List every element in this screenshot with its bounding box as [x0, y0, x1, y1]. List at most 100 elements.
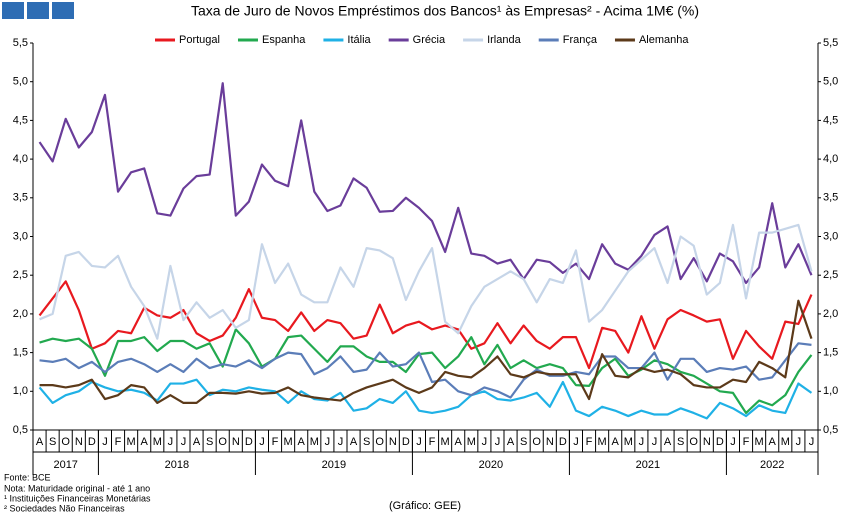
note: Fonte: BCE: [4, 472, 51, 482]
y2-tick-label: 2,0: [823, 308, 838, 320]
legend-label: França: [563, 34, 598, 46]
y-tick-label: 5,0: [13, 76, 28, 88]
x-tick-label: M: [127, 436, 136, 448]
x-tick-label: M: [153, 436, 162, 448]
x-tick-label: A: [769, 436, 777, 448]
series-line: [38, 280, 813, 370]
logo-square: [52, 2, 74, 19]
x-tick-label: A: [298, 436, 306, 448]
x-tick-label: J: [809, 436, 815, 448]
y2-tick-label: 3,5: [823, 192, 838, 204]
legend-label: Itália: [347, 34, 371, 46]
x-tick-label: J: [338, 436, 344, 448]
x-tick-label: M: [781, 436, 790, 448]
x-tick-label: D: [716, 436, 724, 448]
x-tick-label: O: [218, 436, 227, 448]
note: ¹ Instituições Financeiras Monetárias: [4, 493, 151, 503]
x-tick-label: J: [573, 436, 579, 448]
x-tick-label: N: [75, 436, 83, 448]
x-tick-label: O: [375, 436, 384, 448]
x-tick-label: M: [310, 436, 319, 448]
y-tick-label: 3,0: [13, 230, 28, 242]
chart-title: Taxa de Juro de Novos Empréstimos dos Ba…: [191, 3, 699, 19]
year-label: 2020: [479, 459, 503, 471]
x-tick-label: A: [664, 436, 672, 448]
y-tick-label: 2,0: [13, 308, 28, 320]
year-label: 2019: [322, 459, 346, 471]
x-tick-label: J: [495, 436, 501, 448]
x-tick-label: J: [652, 436, 658, 448]
x-tick-label: O: [532, 436, 541, 448]
y2-tick-label: 5,5: [823, 37, 838, 49]
x-tick-label: A: [36, 436, 44, 448]
x-tick-label: S: [363, 436, 370, 448]
x-tick-label: F: [429, 436, 436, 448]
y2-tick-label: 0,5: [823, 424, 838, 436]
x-tick-label: A: [455, 436, 463, 448]
x-tick-label: J: [325, 436, 331, 448]
x-tick-label: A: [350, 436, 358, 448]
y2-tick-label: 1,5: [823, 347, 838, 359]
x-tick-label: S: [49, 436, 56, 448]
x-tick-label: M: [755, 436, 764, 448]
y-tick-label: 5,5: [13, 37, 28, 49]
series-line: [39, 223, 813, 340]
y-tick-label: 0,5: [13, 424, 28, 436]
x-tick-label: O: [61, 436, 70, 448]
x-tick-label: M: [624, 436, 633, 448]
x-tick-label: S: [206, 436, 213, 448]
x-tick-label: S: [520, 436, 527, 448]
x-tick-label: M: [598, 436, 607, 448]
y2-tick-label: 1,0: [823, 385, 838, 397]
logo-square: [27, 2, 49, 19]
x-tick-label: J: [416, 436, 422, 448]
year-label: 2018: [165, 459, 189, 471]
series-line: [39, 299, 813, 405]
y2-tick-label: 4,0: [823, 153, 838, 165]
y-tick-label: 4,0: [13, 153, 28, 165]
x-tick-label: O: [689, 436, 698, 448]
y-tick-label: 1,5: [13, 347, 28, 359]
y2-tick-label: 3,0: [823, 230, 838, 242]
y-tick-label: 1,0: [13, 385, 28, 397]
series-line: [38, 82, 813, 285]
y2-tick-label: 4,5: [823, 114, 838, 126]
x-tick-label: F: [586, 436, 593, 448]
legend-label: Portugal: [179, 34, 220, 46]
x-tick-label: M: [441, 436, 450, 448]
legend-label: Espanha: [262, 34, 306, 46]
year-label: 2017: [53, 459, 77, 471]
x-tick-label: J: [168, 436, 174, 448]
x-tick-label: D: [559, 436, 567, 448]
x-tick-label: J: [796, 436, 802, 448]
x-tick-label: N: [546, 436, 554, 448]
x-tick-label: N: [703, 436, 711, 448]
x-tick-label: S: [677, 436, 684, 448]
x-tick-label: D: [402, 436, 410, 448]
year-label: 2022: [760, 459, 784, 471]
series-line: [39, 328, 813, 415]
x-tick-label: A: [193, 436, 201, 448]
y-tick-label: 2,5: [13, 269, 28, 281]
x-tick-label: N: [232, 436, 240, 448]
x-tick-label: A: [612, 436, 620, 448]
logo-square: [2, 2, 24, 19]
x-tick-label: J: [730, 436, 736, 448]
x-tick-label: F: [272, 436, 279, 448]
y2-tick-label: 2,5: [823, 269, 838, 281]
note: Nota: Maturidade original - até 1 ano: [4, 483, 150, 493]
x-tick-label: N: [389, 436, 397, 448]
y-tick-label: 4,5: [13, 114, 28, 126]
x-tick-label: F: [743, 436, 750, 448]
x-tick-label: J: [181, 436, 187, 448]
x-tick-label: D: [245, 436, 253, 448]
legend-label: Irlanda: [487, 34, 522, 46]
series-line: [38, 378, 813, 420]
year-label: 2021: [636, 459, 660, 471]
x-tick-label: F: [115, 436, 122, 448]
note: ² Sociedades Não Financeiras: [4, 503, 125, 513]
x-tick-label: J: [102, 436, 108, 448]
x-tick-label: J: [259, 436, 265, 448]
x-tick-label: D: [88, 436, 96, 448]
